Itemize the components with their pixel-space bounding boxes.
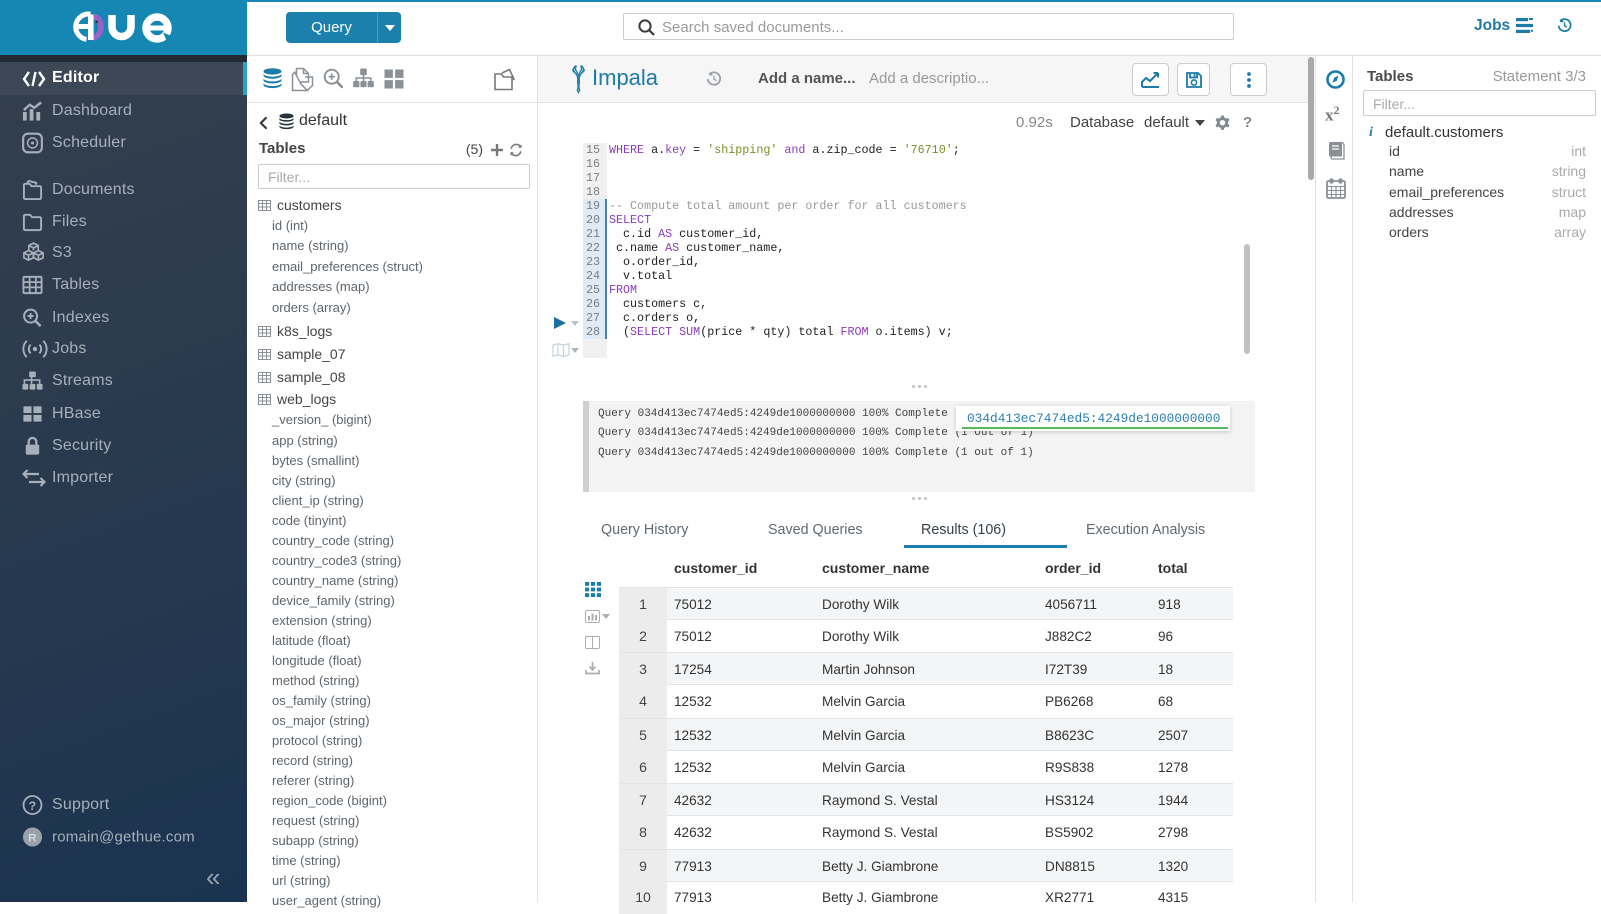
svg-text:R: R — [28, 832, 36, 844]
svg-text:?: ? — [29, 799, 37, 813]
